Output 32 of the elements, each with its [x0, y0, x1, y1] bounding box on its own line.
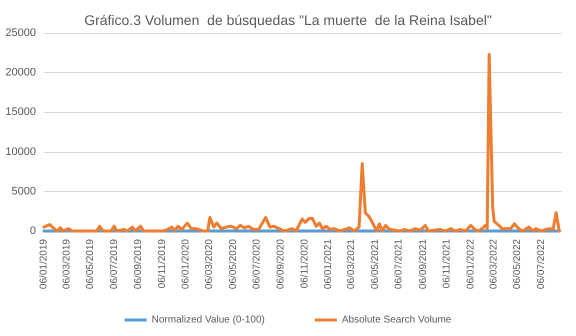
x-tick-label: 06/07/2020	[252, 238, 263, 290]
x-tick-label: 06/03/2022	[488, 238, 500, 290]
x-tick-label: 06/01/2021	[323, 238, 334, 290]
legend-label: Absolute Search Volume	[342, 314, 452, 326]
x-tick-label: 06/03/2020	[204, 238, 216, 290]
x-tick-label: 06/09/2020	[276, 238, 287, 290]
x-tick-label: 06/01/2020	[180, 238, 192, 290]
x-tick-label: 06/11/2021	[442, 238, 453, 288]
x-tick-label: 06/05/2020	[228, 238, 239, 290]
y-tick-label: 5000	[12, 185, 36, 198]
legend-label: Normalized Value (0-100)	[152, 314, 265, 326]
x-tick-label: 06/05/2022	[512, 238, 524, 290]
x-tick-label: 06/03/2021	[346, 238, 358, 290]
x-tick-label: 06/07/2021	[394, 238, 405, 290]
x-tick-label: 06/05/2021	[370, 238, 381, 290]
y-tick-label: 15000	[5, 106, 36, 118]
x-tick-label: 06/11/2019	[156, 238, 168, 288]
chart-title: Gráfico.3 Volumen de búsquedas "La muerte de la Reina Isabel"	[84, 12, 492, 28]
y-tick-label: 25000	[5, 27, 36, 39]
x-tick-label: 06/01/2019	[38, 238, 50, 290]
y-tick-label: 10000	[5, 146, 36, 158]
x-tick-label: 06/05/2019	[85, 238, 96, 290]
x-tick-label: 06/01/2022	[465, 238, 476, 290]
x-tick-label: 06/07/2022	[536, 238, 547, 290]
line-series	[42, 52, 561, 232]
x-tick-label: 06/11/2020	[299, 238, 310, 288]
x-tick-label: 06/09/2019	[133, 238, 144, 290]
y-tick-label: 0	[30, 225, 36, 237]
x-tick-label: 06/03/2019	[61, 238, 72, 290]
x-tick-label: 06/07/2019	[108, 238, 120, 290]
x-tick-label: 06/09/2021	[418, 238, 429, 290]
y-tick-label: 20000	[5, 66, 36, 79]
